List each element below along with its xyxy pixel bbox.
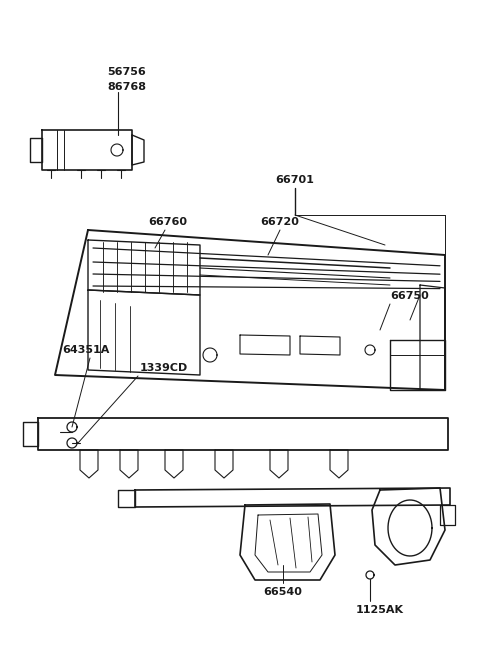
Text: 66760: 66760: [148, 217, 187, 227]
Text: 1339CD: 1339CD: [140, 363, 188, 373]
Text: 66720: 66720: [260, 217, 299, 227]
Text: 56756: 56756: [107, 67, 146, 77]
Text: 66750: 66750: [390, 291, 429, 301]
Text: 66701: 66701: [276, 175, 314, 185]
Text: 64351A: 64351A: [62, 345, 109, 355]
Text: 86768: 86768: [107, 82, 146, 92]
Text: 1125AK: 1125AK: [356, 605, 404, 615]
Text: 66540: 66540: [264, 587, 302, 597]
